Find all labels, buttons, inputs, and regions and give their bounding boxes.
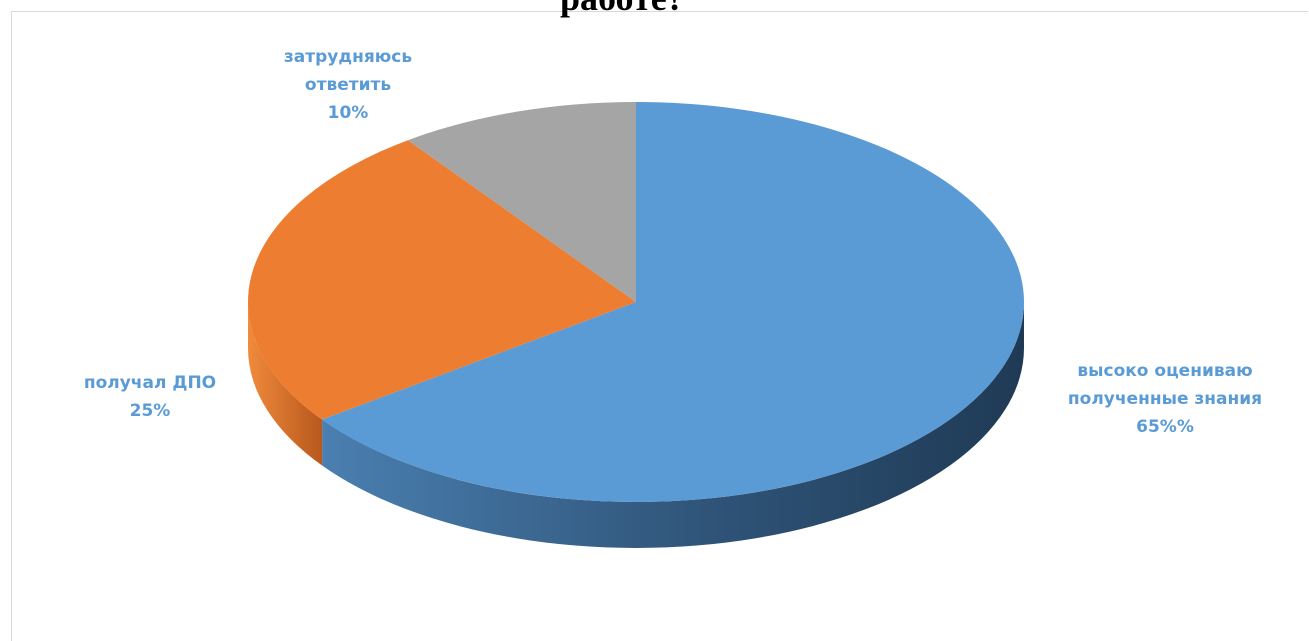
chart-frame (11, 11, 1308, 641)
chart-title: работе? (560, 0, 960, 18)
slice-label-0: высоко оцениваю полученные знания 65%% (1068, 361, 1262, 437)
slice-label-line: получал ДПО (84, 373, 216, 393)
pie-side-1 (248, 302, 323, 466)
pie-slice-2 (407, 102, 636, 302)
slice-label-1: получал ДПО 25% (84, 373, 216, 421)
slice-label-line: 25% (130, 401, 171, 421)
slice-label-2: затрудняюсь ответить 10% (284, 47, 412, 123)
pie-slice-0 (322, 102, 1024, 502)
slice-label-line: высоко оцениваю (1077, 361, 1252, 381)
pie-slice-1 (248, 140, 636, 420)
slice-label-line: 10% (328, 103, 369, 123)
slice-label-line: полученные знания (1068, 389, 1262, 409)
slice-label-line: затрудняюсь (284, 47, 412, 67)
pie-side-0 (322, 302, 1024, 548)
slice-label-line: 65%% (1136, 417, 1194, 437)
slice-label-line: ответить (305, 75, 391, 95)
pie-labels: высоко оцениваю полученные знания 65%% полу… (84, 47, 1262, 437)
pie-slices (248, 102, 1024, 548)
